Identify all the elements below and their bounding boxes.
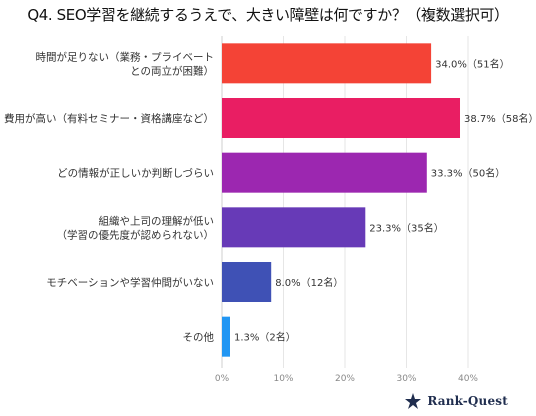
category-label: （学習の優先度が認められない） xyxy=(57,228,215,241)
data-label: 23.3%（35名） xyxy=(369,221,444,234)
category-label: モチベーションや学習仲間がいない xyxy=(46,276,214,289)
x-tick-label: 30% xyxy=(396,374,416,384)
bar xyxy=(222,262,272,302)
x-tick-label: 0% xyxy=(215,374,230,384)
category-label: 組織や上司の理解が低い xyxy=(99,214,215,227)
bar xyxy=(222,98,461,138)
x-tick-label: 10% xyxy=(273,374,293,384)
x-tick-label: 40% xyxy=(458,374,478,384)
x-tick-label: 20% xyxy=(335,374,355,384)
category-label: との両立が困難） xyxy=(130,64,214,77)
bar xyxy=(222,207,366,248)
brand-logo: Rank-Quest xyxy=(404,392,508,410)
rank-quest-logo-icon xyxy=(405,393,422,409)
data-label: 33.3%（50名） xyxy=(431,167,506,180)
brand-logo-text: Rank-Quest xyxy=(427,394,508,408)
chart-title: Q4. SEO学習を継続するうえで、大きい障壁は何ですか？（複数選択可） xyxy=(27,6,509,24)
data-label: 8.0%（12名） xyxy=(275,276,343,289)
bar xyxy=(222,43,432,84)
data-label: 38.7%（58名） xyxy=(464,112,536,125)
bar xyxy=(222,152,427,193)
category-label: その他 xyxy=(183,331,215,344)
data-label: 34.0%（51名） xyxy=(435,57,510,70)
category-label: 費用が高い（有料セミナー・資格講座など） xyxy=(4,112,214,125)
category-label: 時間が足りない（業務・プライベート xyxy=(36,50,215,63)
bar xyxy=(222,316,230,357)
category-label: どの情報が正しいか判断しづらい xyxy=(57,167,214,180)
data-label: 1.3%（2名） xyxy=(234,331,296,344)
